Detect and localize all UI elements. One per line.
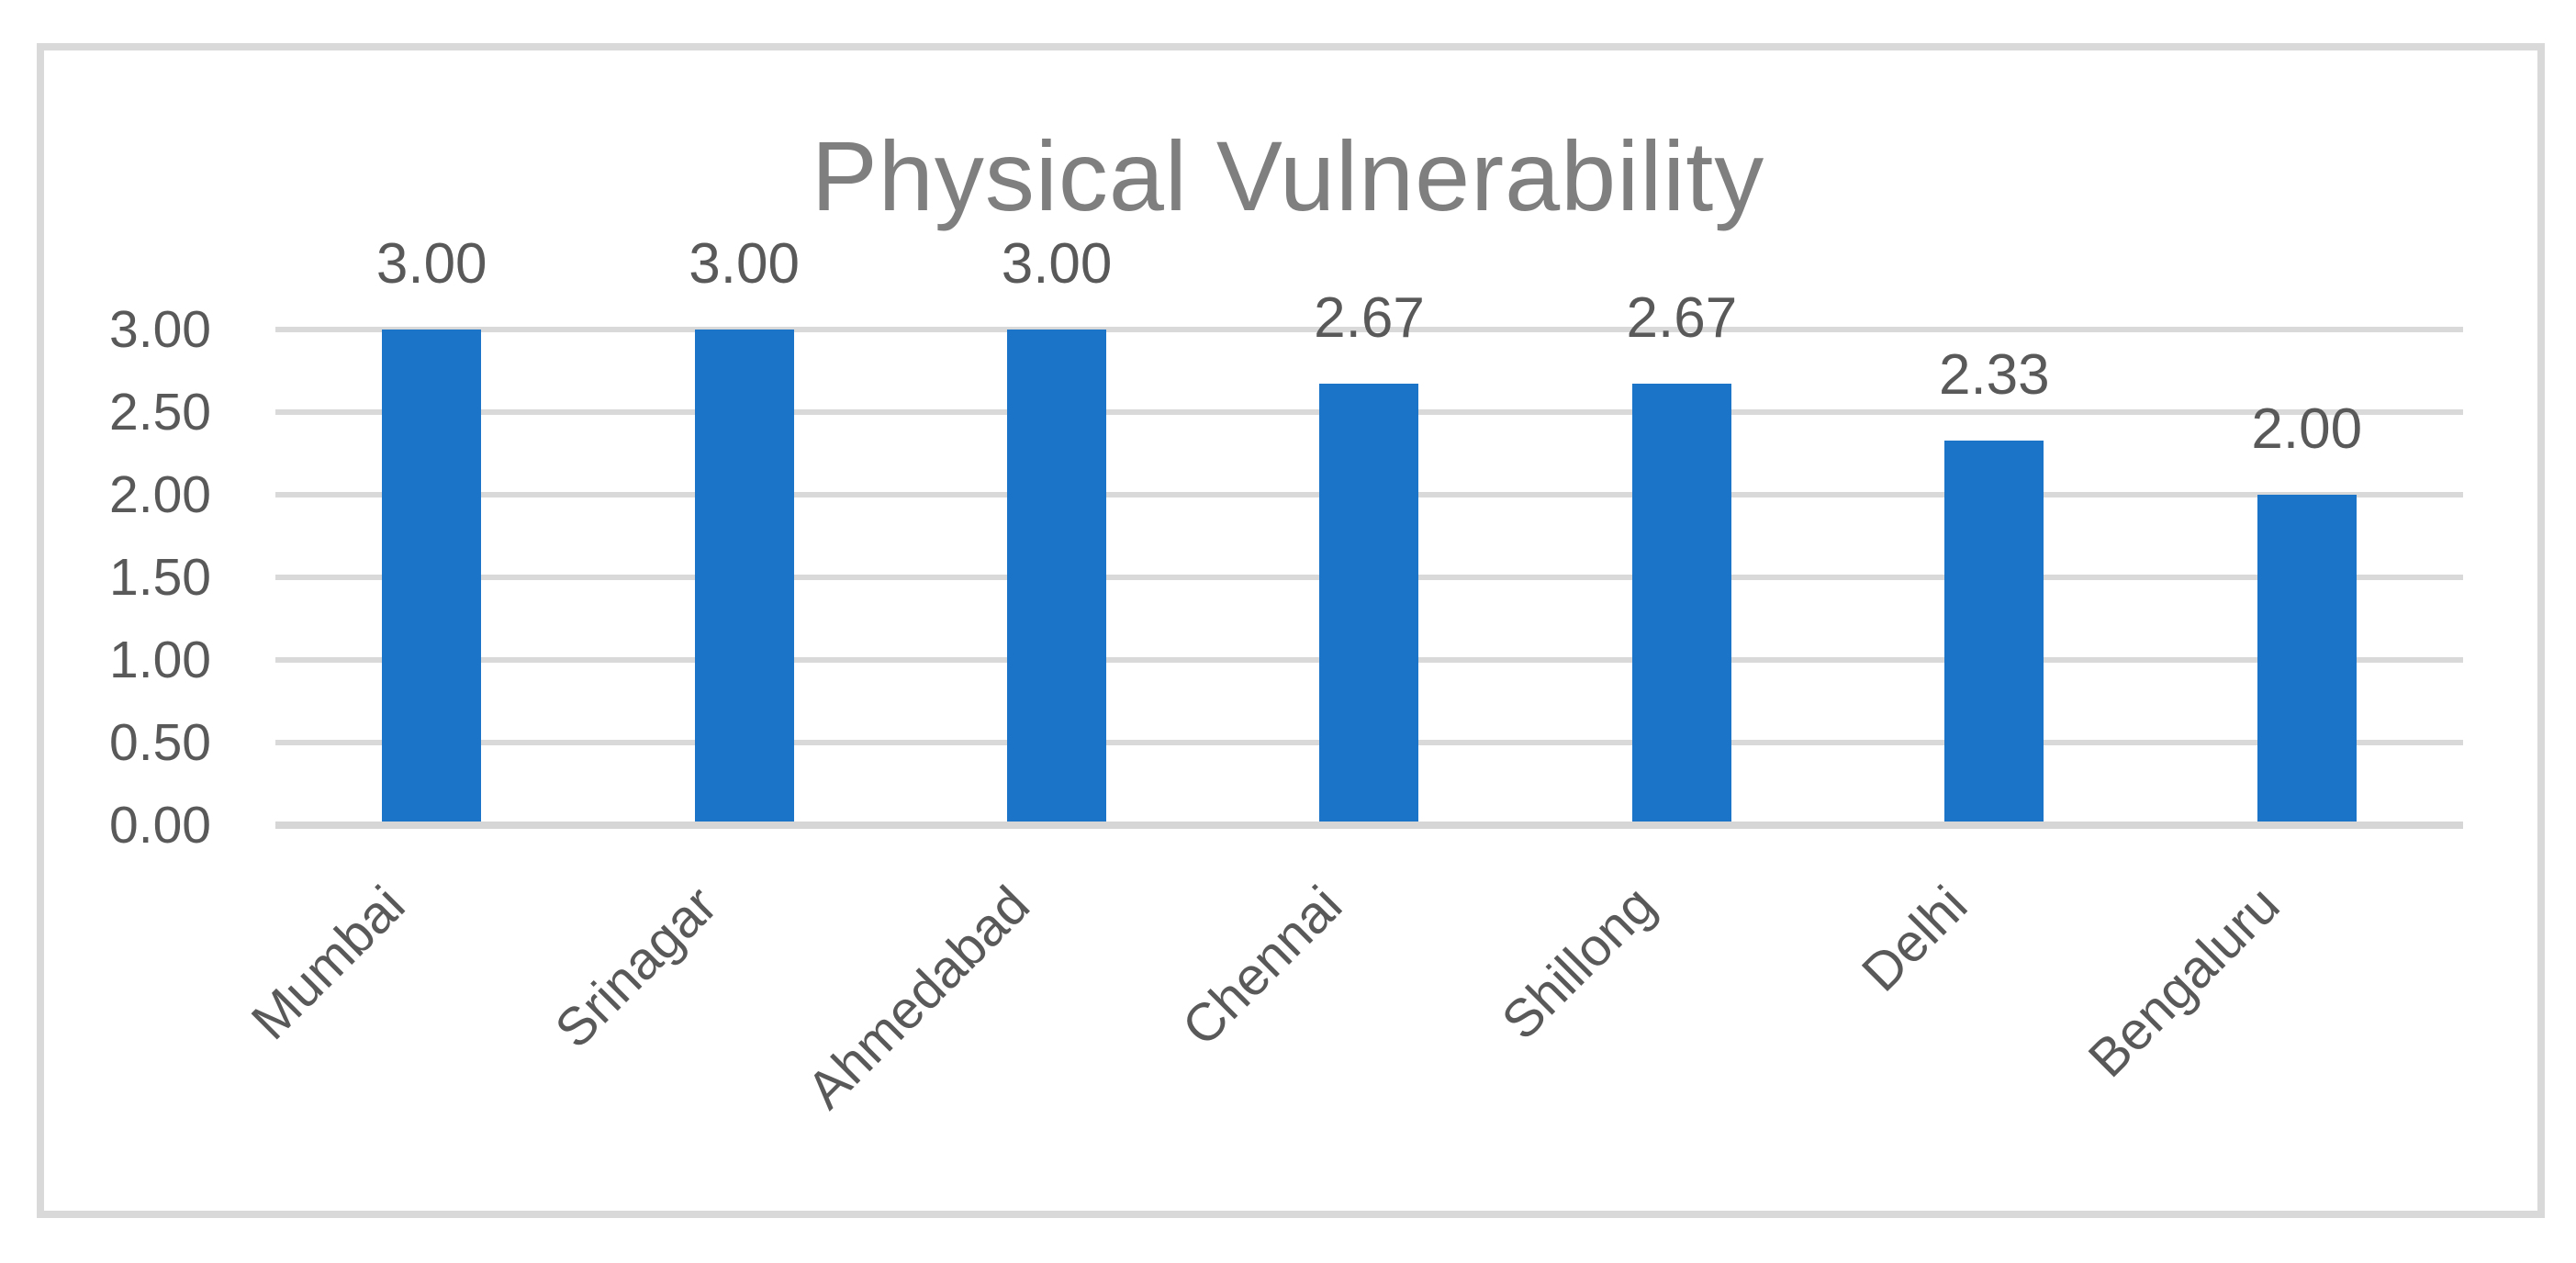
x-axis-category-labels: Mumbai Srinagar Ahmedabad Chennai Shillong De… bbox=[241, 855, 2463, 1217]
y-tick-label: 3.00 bbox=[109, 300, 211, 359]
bar bbox=[382, 330, 482, 825]
category-label-cell: Bengaluru bbox=[2078, 855, 2463, 1217]
chart-title: Physical Vulnerability bbox=[811, 120, 1765, 231]
y-tick-label: 2.50 bbox=[109, 383, 211, 441]
category-slot: 2.00 bbox=[2151, 330, 2463, 825]
category-slot: 2.67 bbox=[1526, 290, 1838, 825]
bar-data-label: 3.00 bbox=[1001, 232, 1113, 296]
y-tick-label: 1.00 bbox=[109, 631, 211, 689]
category-slot: 3.00 bbox=[588, 236, 900, 825]
bar-data-label: 2.00 bbox=[2251, 397, 2363, 461]
bar bbox=[1944, 441, 2044, 825]
y-tick-label: 0.50 bbox=[109, 713, 211, 772]
bar-data-label: 2.67 bbox=[1626, 286, 1738, 350]
category-label: Delhi bbox=[1851, 875, 1979, 1003]
bar bbox=[1631, 384, 1731, 825]
category-slot: 2.67 bbox=[1213, 290, 1525, 825]
y-tick-label: 1.50 bbox=[109, 548, 211, 607]
gridline bbox=[275, 327, 2463, 332]
category-label-cell: Ahmedabad bbox=[796, 855, 1213, 1217]
category-slot: 3.00 bbox=[901, 236, 1213, 825]
bar-data-label: 3.00 bbox=[375, 232, 487, 296]
category-label-cell: Mumbai bbox=[241, 855, 588, 1217]
bar-data-label: 2.67 bbox=[1314, 286, 1425, 350]
bar bbox=[1007, 330, 1107, 825]
category-label-cell: Chennai bbox=[1171, 855, 1525, 1217]
x-axis-line bbox=[275, 822, 2463, 829]
y-tick-label: 2.00 bbox=[109, 465, 211, 524]
category-label-cell: Shillong bbox=[1490, 855, 1838, 1217]
bar-data-label: 3.00 bbox=[689, 232, 800, 296]
plot-area: 3.00 3.00 3.00 2.67 2.67 2.33 2.00 bbox=[275, 236, 2463, 829]
bar-data-label: 2.33 bbox=[1938, 343, 2050, 407]
bar bbox=[694, 330, 794, 825]
y-tick-label: 0.00 bbox=[109, 796, 211, 855]
bars-container: 3.00 3.00 3.00 2.67 2.67 2.33 2.00 bbox=[275, 236, 2463, 825]
y-axis-tick-labels: 3.00 2.50 2.00 1.50 1.00 0.50 0.00 bbox=[0, 304, 211, 852]
bar bbox=[2257, 495, 2357, 825]
category-slot: 3.00 bbox=[275, 236, 588, 825]
bar bbox=[1319, 384, 1419, 825]
category-slot: 2.33 bbox=[1838, 330, 2150, 825]
